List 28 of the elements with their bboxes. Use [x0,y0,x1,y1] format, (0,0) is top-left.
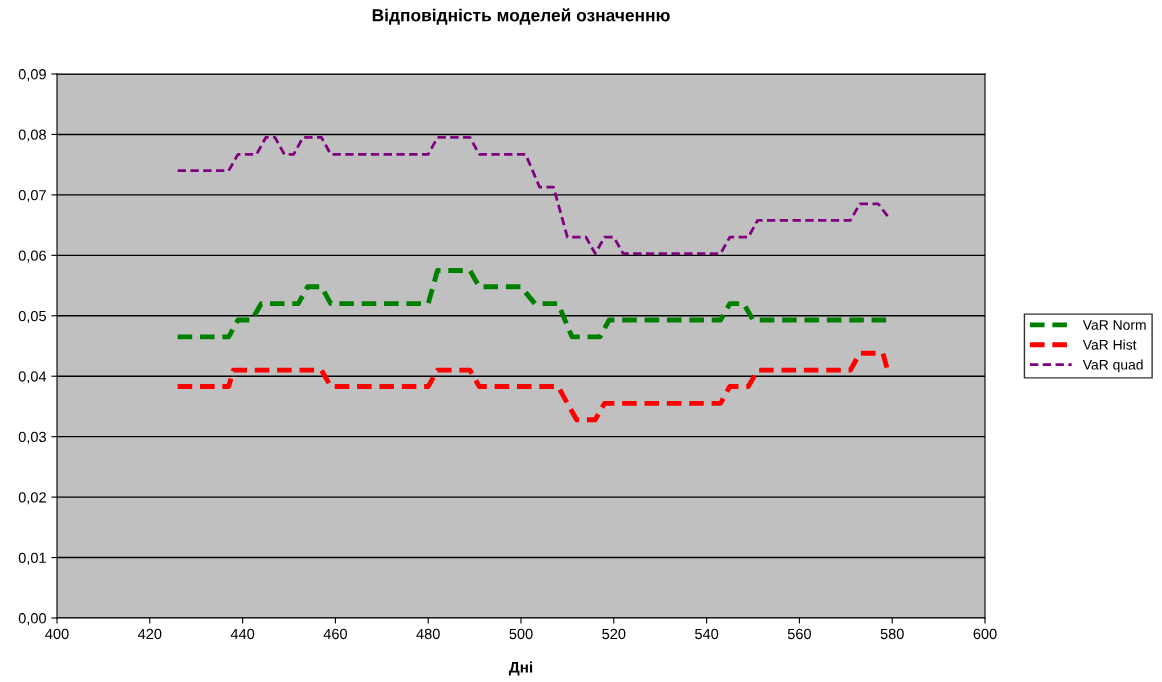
line-series [176,136,889,255]
y-tick-label: 0,05 [18,310,46,323]
x-tick-label: 420 [137,628,162,640]
x-tick-label: 400 [45,628,69,640]
legend-label: VaR Norm [1082,320,1146,330]
x-tick-label: 560 [787,628,811,640]
x-tick-label: 540 [695,628,719,640]
x-tick-label: 520 [602,628,626,640]
x-tick-label: 500 [509,628,533,640]
x-tick-label: 580 [880,628,904,640]
x-tick-label: 460 [323,628,347,640]
y-tick-label: 0,04 [18,371,47,384]
legend-label: VaR Hist [1082,339,1137,350]
x-axis-title: Дні [508,661,533,676]
y-tick-label: 0,02 [18,492,46,505]
y-tick-label: 0,07 [18,189,46,203]
y-tick-label: 0,08 [18,129,46,142]
y-tick-label: 0,09 [18,69,46,82]
y-tick-label: 0,03 [18,431,46,444]
x-tick-label: 480 [416,628,440,640]
y-tick-label: 0,00 [18,613,47,626]
chart-title: Відповідність моделей означенню [372,8,670,25]
x-tick-label: 600 [973,628,997,640]
y-tick-label: 0,06 [18,250,46,263]
legend-label: VaR quad [1082,359,1143,373]
line-series [175,350,890,423]
x-tick-label: 440 [230,628,255,640]
y-tick-label: 0,01 [18,552,46,565]
